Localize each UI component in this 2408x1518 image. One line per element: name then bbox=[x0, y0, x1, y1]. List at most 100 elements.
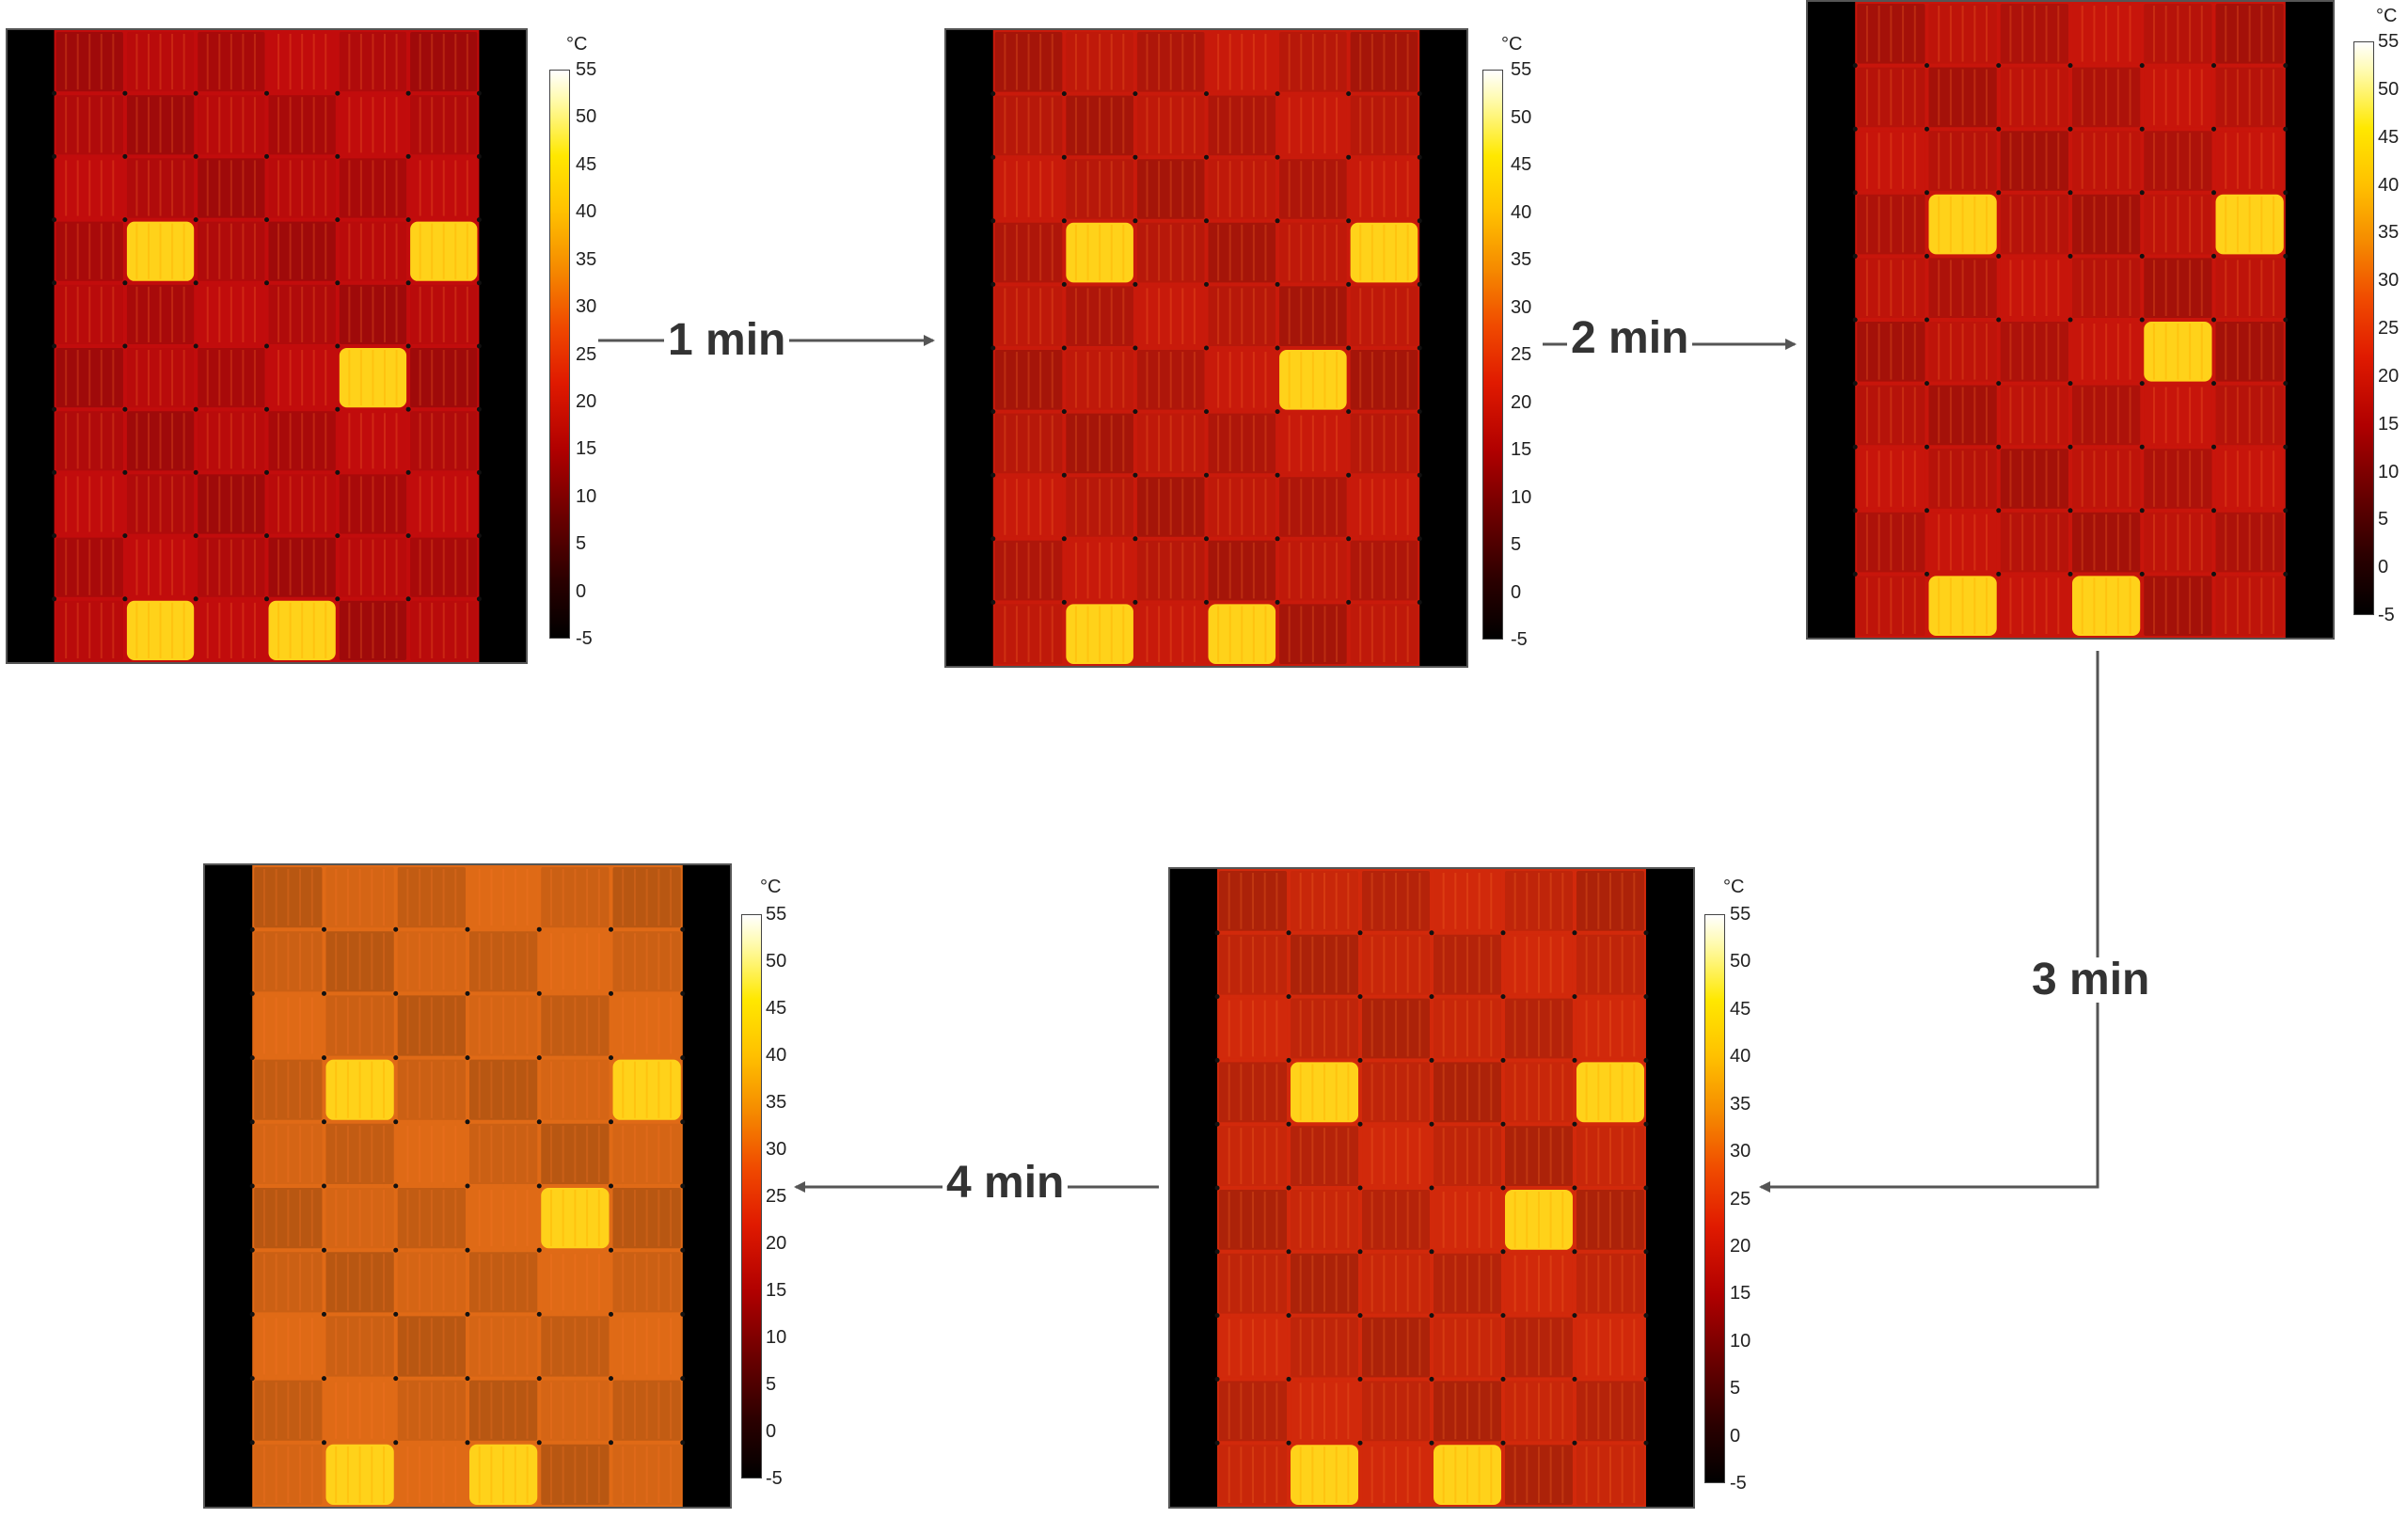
grid-junction bbox=[476, 217, 482, 223]
grid-junction bbox=[1204, 218, 1209, 224]
grid-junction bbox=[264, 533, 269, 539]
grid-junction bbox=[1357, 1313, 1363, 1319]
module-cell bbox=[1350, 350, 1418, 410]
module-cell bbox=[410, 600, 478, 660]
grid-junction bbox=[2211, 253, 2217, 259]
grid-junction bbox=[1357, 1376, 1363, 1382]
grid-junction bbox=[1133, 91, 1138, 97]
grid-junction bbox=[1061, 154, 1067, 160]
grid-junction bbox=[2211, 381, 2217, 387]
colorbar-tick-label: 20 bbox=[1730, 1235, 1751, 1257]
module-cell bbox=[1291, 1190, 1359, 1250]
grid-junction bbox=[1204, 472, 1209, 478]
module-cell bbox=[1504, 1381, 1573, 1442]
grid-junction bbox=[1286, 994, 1291, 1000]
grid-junction bbox=[1996, 126, 2002, 132]
grid-junction bbox=[2067, 253, 2073, 259]
grid-junction bbox=[536, 1183, 542, 1189]
module-cell bbox=[1279, 95, 1347, 156]
grid-junction bbox=[1357, 1249, 1363, 1255]
grid-junction bbox=[321, 1311, 326, 1317]
module-cell bbox=[410, 474, 478, 534]
module-cell bbox=[397, 867, 466, 928]
module-cell bbox=[994, 286, 1063, 346]
grid-junction bbox=[1429, 994, 1434, 1000]
module-cell bbox=[1208, 159, 1276, 219]
grid-junction bbox=[1500, 1440, 1506, 1446]
module-cell bbox=[1136, 413, 1205, 474]
grid-junction bbox=[249, 990, 255, 996]
grid-junction bbox=[680, 1311, 686, 1317]
colorbar-unit: °C bbox=[566, 34, 588, 55]
module-cell bbox=[2144, 194, 2212, 255]
hotspot-cell bbox=[126, 221, 195, 281]
module-cell bbox=[1066, 540, 1133, 601]
colorbar-tick-label: 20 bbox=[1511, 391, 1532, 413]
grid-junction bbox=[2139, 571, 2145, 577]
colorbar-tick-label: 5 bbox=[766, 1374, 777, 1395]
module-cell bbox=[2000, 194, 2068, 255]
grid-junction bbox=[476, 90, 482, 96]
module-cell bbox=[1208, 95, 1276, 156]
colorbar-tick-label: 55 bbox=[1730, 904, 1751, 925]
grid-junction bbox=[1500, 1121, 1506, 1127]
colorbar-tick-label: 40 bbox=[1511, 201, 1532, 223]
grid-junction bbox=[609, 1440, 614, 1446]
grid-junction bbox=[536, 1311, 542, 1317]
hotspot-cell bbox=[2072, 576, 2141, 636]
module-cell bbox=[198, 284, 265, 344]
module-cell bbox=[339, 411, 407, 471]
module-cell bbox=[55, 474, 123, 534]
module-cell bbox=[2215, 67, 2284, 128]
grid-junction bbox=[52, 280, 57, 286]
module-cell bbox=[410, 284, 478, 344]
grid-junction bbox=[2283, 63, 2289, 69]
module-cell bbox=[1208, 477, 1276, 537]
grid-junction bbox=[1996, 444, 2002, 450]
module-cell bbox=[1136, 222, 1205, 283]
grid-junction bbox=[405, 533, 411, 539]
colorbar-tick-label: 50 bbox=[1511, 106, 1532, 128]
grid-junction bbox=[1924, 126, 1929, 132]
module-cell bbox=[2144, 449, 2212, 509]
grid-junction bbox=[1133, 345, 1138, 351]
colorbar-tick-label: 10 bbox=[766, 1327, 787, 1348]
grid-junction bbox=[264, 469, 269, 475]
grid-junction bbox=[476, 153, 482, 159]
grid-junction bbox=[2067, 63, 2073, 69]
grid-junction bbox=[2283, 571, 2289, 577]
grid-junction bbox=[393, 1440, 399, 1446]
grid-junction bbox=[1133, 599, 1138, 605]
module-cell bbox=[339, 537, 407, 597]
grid-junction bbox=[1286, 930, 1291, 936]
module-cell bbox=[126, 411, 195, 471]
grid-junction bbox=[193, 217, 198, 223]
grid-junction bbox=[465, 1247, 470, 1253]
module-cell bbox=[397, 995, 466, 1056]
module-cell bbox=[198, 95, 265, 155]
grid-junction bbox=[2067, 444, 2073, 450]
grid-junction bbox=[1500, 930, 1506, 936]
grid-junction bbox=[1572, 930, 1577, 936]
module-cell bbox=[1219, 998, 1288, 1059]
module-cell bbox=[410, 537, 478, 597]
grid-junction bbox=[1924, 444, 1929, 450]
module-cell bbox=[1362, 934, 1430, 995]
colorbar-tick-label: 15 bbox=[766, 1280, 787, 1301]
grid-junction bbox=[1275, 154, 1280, 160]
grid-junction bbox=[321, 1247, 326, 1253]
grid-junction bbox=[1275, 345, 1280, 351]
grid-junction bbox=[1346, 409, 1352, 415]
colorbar-tick-label: 5 bbox=[2378, 509, 2389, 530]
module-cell bbox=[254, 1059, 323, 1120]
grid-junction bbox=[52, 217, 57, 223]
grid-junction bbox=[1429, 1057, 1434, 1063]
colorbar-tick-label: 30 bbox=[1730, 1141, 1751, 1162]
grid-junction bbox=[193, 596, 198, 602]
module-cell bbox=[1857, 67, 1925, 128]
module-cell bbox=[1504, 934, 1573, 995]
colorbar-unit: °C bbox=[1723, 877, 1745, 897]
colorbar-tick-label: 40 bbox=[2378, 174, 2400, 196]
grid-junction bbox=[122, 469, 128, 475]
module-cell bbox=[198, 537, 265, 597]
